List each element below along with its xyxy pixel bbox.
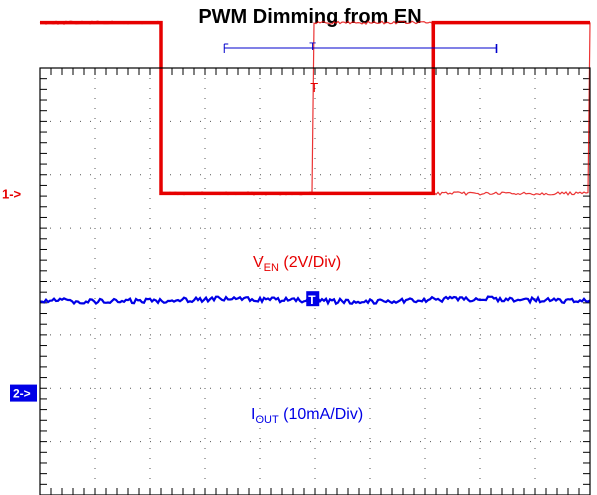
channel-2-marker: 2-> [13,387,31,401]
channel-2-marker-box [10,384,37,402]
series-ven-noise [39,20,591,196]
channel-1-marker: 1-> [2,186,22,201]
series-iout-label: IOUT (10mA/Div) [251,406,363,426]
series-ven-label: VEN (2V/Div) [253,254,341,274]
time-window-trigger-marker: T [309,41,316,53]
trigger-marker-ch2: T [308,293,316,307]
plot-frame [39,67,591,495]
trigger-marker-ch2-box [306,291,320,307]
graticule-grid [39,67,591,495]
trigger-marker-ch1: T [310,80,318,95]
chart-title: PWM Dimming from EN [198,6,422,28]
